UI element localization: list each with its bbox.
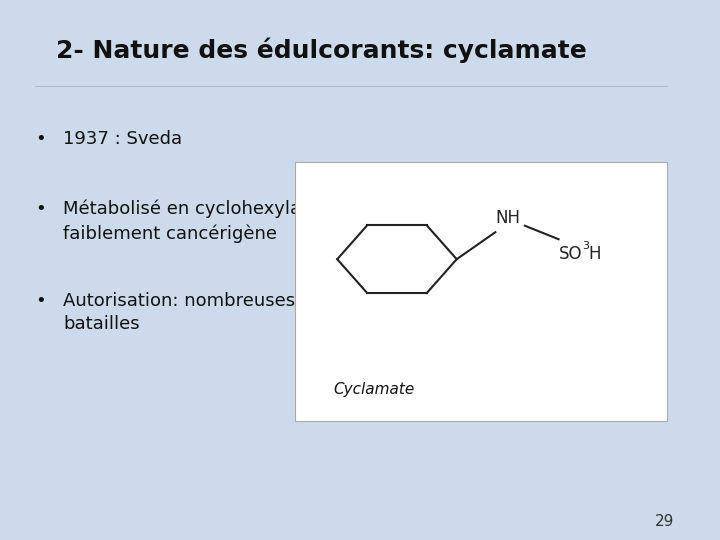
Text: •: • [35,292,46,309]
Text: SO: SO [559,245,582,262]
Text: •: • [35,200,46,218]
Text: H: H [589,245,601,262]
Text: Métabolisé en cyclohexylamine
faiblement cancérigène: Métabolisé en cyclohexylamine faiblement… [63,200,346,242]
Text: 3: 3 [582,241,589,252]
Text: 29: 29 [655,514,675,529]
FancyBboxPatch shape [295,162,667,421]
Text: NH: NH [495,209,521,227]
Text: •: • [35,130,46,147]
Text: 1937 : Sveda: 1937 : Sveda [63,130,182,147]
Text: 2- Nature des édulcorants: cyclamate: 2- Nature des édulcorants: cyclamate [56,38,587,63]
Text: Autorisation: nombreuses
batailles: Autorisation: nombreuses batailles [63,292,295,333]
Text: Cyclamate: Cyclamate [334,382,415,397]
